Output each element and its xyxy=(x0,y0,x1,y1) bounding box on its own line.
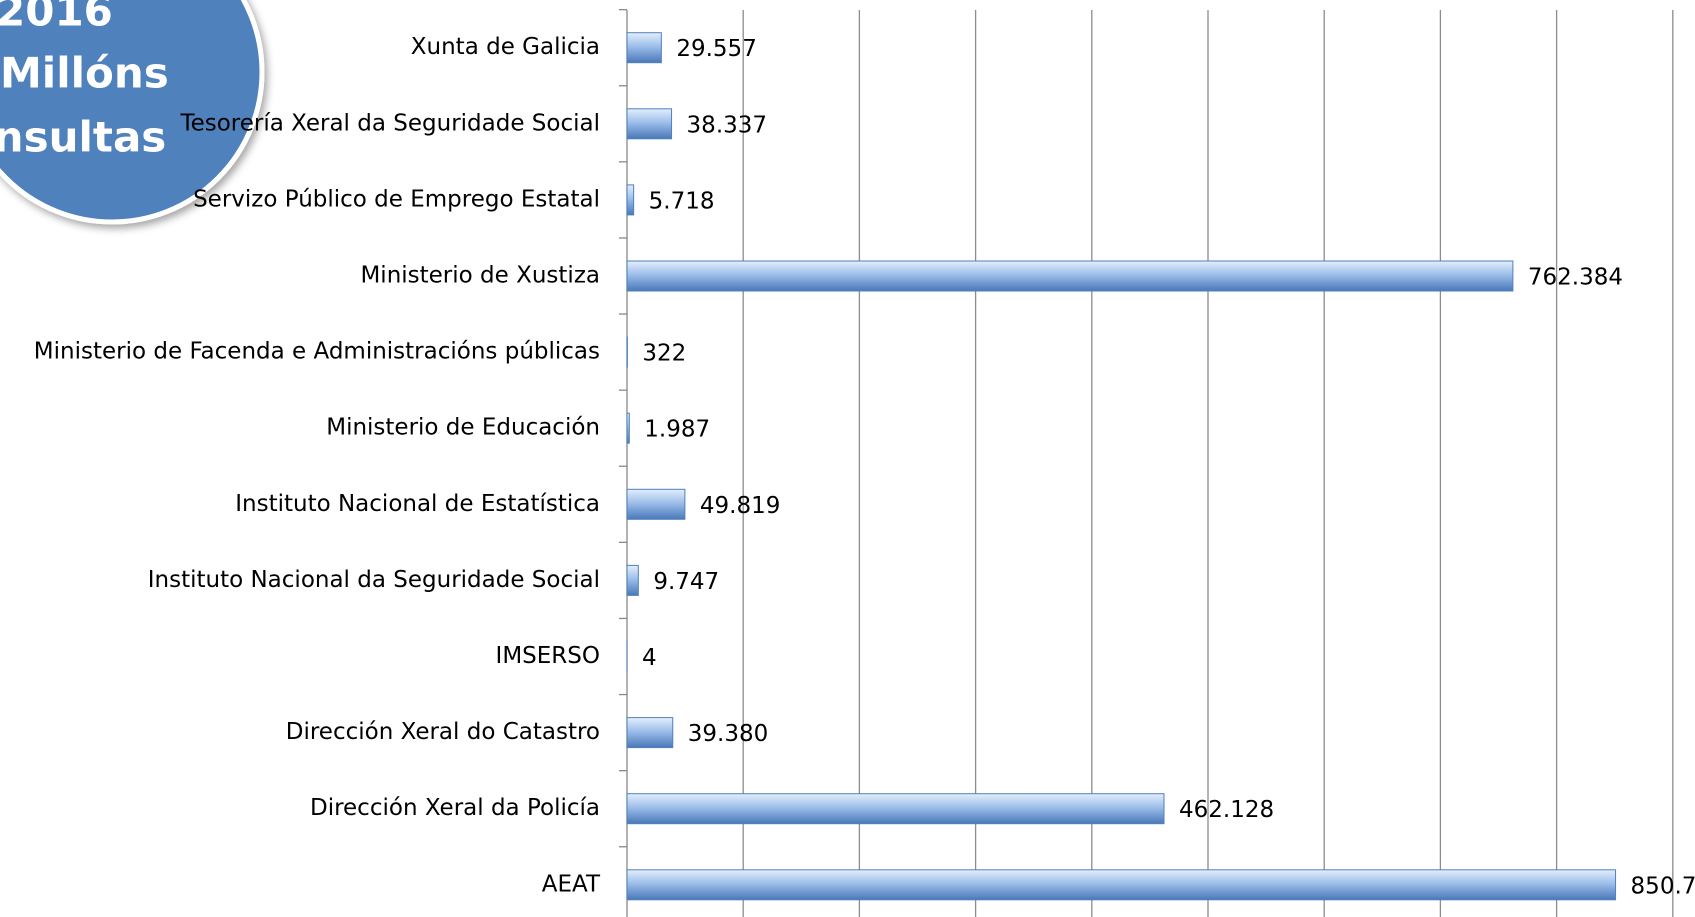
badge-line: 2016 xyxy=(0,0,113,36)
bar xyxy=(626,32,662,64)
category-label: Servizo Público de Emprego Estatal xyxy=(193,186,600,212)
value-label: 38.337 xyxy=(687,112,767,138)
bar xyxy=(626,488,686,520)
bar xyxy=(626,717,674,749)
category-label: Instituto Nacional da Seguridade Social xyxy=(148,567,600,593)
value-label: 39.380 xyxy=(688,721,768,747)
category-label: IMSERSO xyxy=(496,643,600,669)
value-label: 29.557 xyxy=(676,36,756,62)
category-label: Dirección Xeral do Catastro xyxy=(286,719,600,745)
value-label: 9.747 xyxy=(653,569,719,595)
badge-line: Consultas xyxy=(0,113,166,162)
badge-line: Millóns xyxy=(0,49,169,98)
category-label: Dirección Xeral da Policía xyxy=(310,795,600,821)
category-label: Tesorería Xeral da Seguridade Social xyxy=(179,110,600,136)
value-label: 4 xyxy=(642,645,657,671)
value-label: 762.384 xyxy=(1528,265,1623,291)
category-label: AEAT xyxy=(542,871,601,897)
bar xyxy=(626,184,635,216)
bar xyxy=(626,412,630,444)
bar xyxy=(626,564,639,596)
value-label: 49.819 xyxy=(700,493,780,519)
category-label: Ministerio de Facenda e Administracións … xyxy=(34,339,600,365)
category-label: Ministerio de Xustiza xyxy=(360,263,600,289)
value-label: 1.987 xyxy=(644,417,710,443)
value-label: 322 xyxy=(642,341,686,367)
value-label: 850.733 xyxy=(1631,873,1695,899)
bar xyxy=(626,869,1617,901)
value-label: 462.128 xyxy=(1179,797,1274,823)
bar xyxy=(626,108,673,140)
grid xyxy=(619,8,1674,917)
bars xyxy=(626,32,1617,901)
category-label: Instituto Nacional de Estatística xyxy=(235,491,600,517)
labels: Xunta de Galicia 29.557 Tesorería Xeral da… xyxy=(34,34,1695,899)
badge-circle xyxy=(0,0,265,225)
badge: 2016 Millóns Consultas xyxy=(0,0,265,225)
category-label: Xunta de Galicia xyxy=(411,34,600,60)
bar xyxy=(626,260,1514,292)
bar xyxy=(626,793,1165,825)
category-label: Ministerio de Educación xyxy=(326,415,600,441)
value-label: 5.718 xyxy=(649,188,715,214)
